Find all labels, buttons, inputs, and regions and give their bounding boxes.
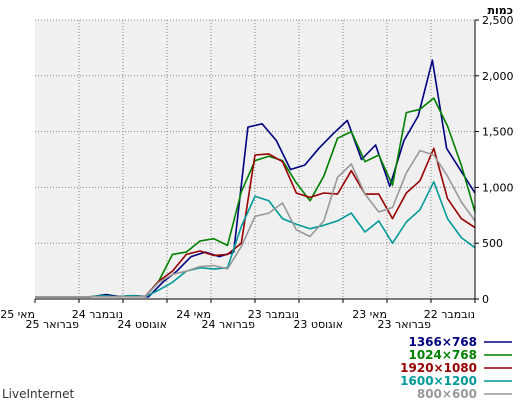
- y-tick-label: 1,000: [482, 181, 514, 194]
- y-tick-label: 1,500: [482, 126, 514, 139]
- series-lines: [35, 59, 476, 298]
- legend-label: 1366×768: [408, 335, 477, 349]
- y-tick-label: 2,500: [482, 14, 514, 27]
- x-tick-label: נובמבר 23: [248, 308, 299, 321]
- x-tick-label: פברואר 25: [26, 318, 80, 331]
- grid: [35, 19, 475, 299]
- series-line-800×600: [35, 149, 476, 298]
- x-tick-label: מאי 24: [176, 308, 211, 321]
- y-tick-label: 500: [482, 237, 503, 250]
- y-tick-labels: 0 500 1,000 1,500 2,000 2,500: [475, 14, 514, 306]
- x-tick-label: אוגוסט 24: [117, 318, 167, 331]
- legend-label: 1920×1080: [400, 361, 477, 375]
- x-tick-label: נובמבר 22: [424, 308, 475, 321]
- legend-label: 800×600: [417, 387, 477, 401]
- x-tick-label: נובמבר 24: [72, 308, 123, 321]
- legend: 1366×7681024×7681920×10801600×1200800×60…: [400, 335, 512, 401]
- y-tick-label: 2,000: [482, 70, 514, 83]
- legend-label: 1024×768: [408, 348, 477, 362]
- x-tick-label: פברואר 24: [202, 318, 256, 331]
- series-line-1366×768: [35, 59, 476, 298]
- legend-label: 1600×1200: [400, 374, 477, 388]
- x-tick-label: מאי 25: [0, 308, 35, 321]
- x-tick-label: פברואר 23: [378, 318, 432, 331]
- x-tick-label: אוגוסט 23: [293, 318, 343, 331]
- x-tick-label: מאי 23: [352, 308, 387, 321]
- y-tick-label: 0: [482, 293, 489, 306]
- y-axis-title: כמות: [488, 4, 513, 17]
- brand-logo: LiveInternet: [2, 387, 74, 401]
